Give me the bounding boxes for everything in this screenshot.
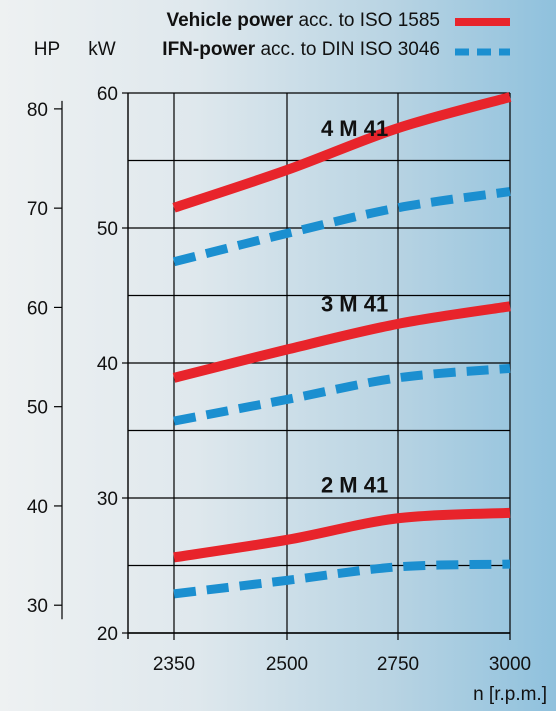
legend-entry-ifn-power: IFN-power acc. to DIN ISO 3046 <box>162 39 440 60</box>
x-tick-label: 2350 <box>153 654 195 675</box>
legend-entry-vehicle-power: Vehicle power acc. to ISO 1585 <box>166 10 440 31</box>
kw-tick-label: 20 <box>97 624 118 645</box>
legend: Vehicle power acc. to ISO 1585 IFN-power… <box>162 10 510 60</box>
model-label-3m41: 3 M 41 <box>321 292 388 317</box>
kw-tick-label: 50 <box>97 219 118 240</box>
hp-tick-label: 70 <box>27 199 48 220</box>
x-tick-label: 2500 <box>266 654 308 675</box>
model-labels: 4 M 41 3 M 41 2 M 41 <box>321 116 388 497</box>
kw-axis-unit: kW <box>88 39 116 60</box>
series-line-3m41-vehicle-power <box>172 301 511 383</box>
x-tick-label: 3000 <box>489 654 531 675</box>
series-line-2m41-vehicle-power <box>173 507 511 563</box>
x-tick-label: 2750 <box>377 654 419 675</box>
series-line-3m41-ifn-power <box>173 363 511 426</box>
hp-axis-unit: HP <box>34 39 60 60</box>
hp-tick-label: 30 <box>27 596 48 617</box>
series-line-2m41-ifn-power <box>173 559 511 599</box>
kw-tick-label: 30 <box>97 489 118 510</box>
hp-tick-label: 60 <box>27 298 48 319</box>
axes: 20 30 40 50 60 30 40 50 60 70 80 2350 2500 2750 3000 <box>27 84 531 675</box>
hp-tick-label: 50 <box>27 398 48 419</box>
x-axis-title: n [r.p.m.] <box>473 684 547 705</box>
kw-tick-label: 40 <box>97 354 118 375</box>
series-line-4m41-vehicle-power <box>172 92 512 213</box>
series-line-4m41-ifn-power <box>172 187 511 267</box>
hp-tick-label: 80 <box>27 100 48 121</box>
hp-tick-label: 40 <box>27 497 48 518</box>
kw-tick-label: 60 <box>97 84 118 105</box>
model-label-2m41: 2 M 41 <box>321 473 388 498</box>
series-layer <box>172 92 512 599</box>
model-label-4m41: 4 M 41 <box>321 116 388 141</box>
